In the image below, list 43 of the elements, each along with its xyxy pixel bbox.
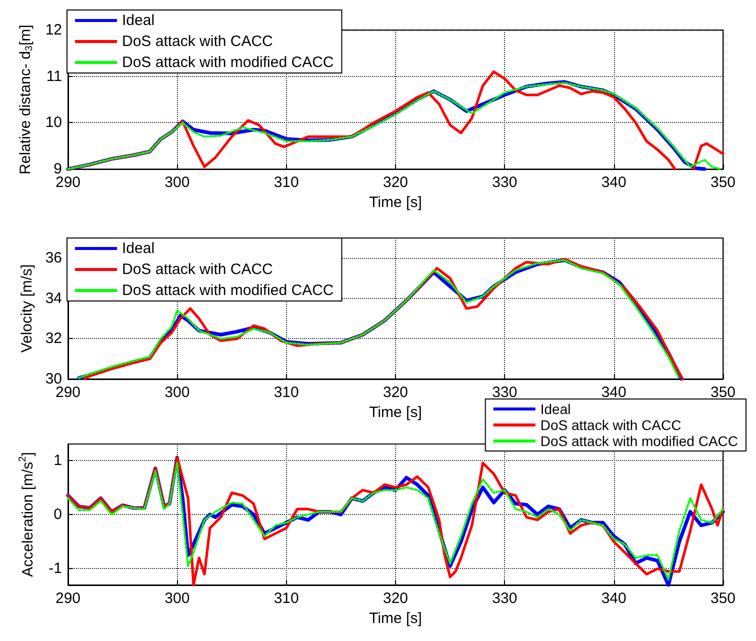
y-tick-label: 36 <box>45 250 62 267</box>
x-tick-label: 350 <box>710 384 736 401</box>
x-tick-label: 290 <box>55 590 81 607</box>
x-tick-label: 340 <box>601 590 626 607</box>
legend-label: Ideal <box>540 401 571 417</box>
legend-label: Ideal <box>122 12 155 29</box>
x-tick-label: 330 <box>492 174 518 192</box>
y-tick-label: 10 <box>45 114 62 132</box>
x-tick-label: 350 <box>710 174 736 192</box>
x-tick-label: 350 <box>710 590 736 607</box>
x-tick-label: 330 <box>492 384 518 401</box>
x-tick-label: 310 <box>274 174 299 192</box>
legend-label: DoS attack with CACC <box>540 417 682 433</box>
y-tick-label: 34 <box>45 290 62 307</box>
legend-label: DoS attack with CACC <box>122 261 274 278</box>
x-tick-label: 310 <box>274 590 299 607</box>
x-axis-title: Time [s] <box>369 610 422 627</box>
y-tick-label: -1 <box>48 560 62 578</box>
x-axis-title: Time [s] <box>369 404 422 421</box>
y-tick-label: 12 <box>45 22 62 38</box>
legend-label: DoS attack with modified CACC <box>122 282 334 299</box>
x-tick-label: 320 <box>382 590 408 607</box>
x-axis-title: Time [s] <box>369 194 422 211</box>
x-tick-label: 320 <box>382 384 408 401</box>
x-tick-label: 300 <box>164 174 190 192</box>
y-tick-label: 11 <box>46 68 62 85</box>
legend-label: DoS attack with modified CACC <box>122 54 334 71</box>
x-tick-label: 340 <box>601 174 626 192</box>
x-tick-label: 300 <box>164 590 190 607</box>
y-tick-label: 32 <box>45 330 62 348</box>
x-tick-label: 330 <box>492 590 518 607</box>
legend-label: DoS attack with CACC <box>122 33 274 50</box>
y-axis-title: Acceleration [m/s2] <box>18 452 36 577</box>
y-tick-label: 1 <box>54 452 62 469</box>
legend-label: Ideal <box>122 240 155 257</box>
y-axis-title: Velocity [m/s] <box>18 264 36 353</box>
x-tick-label: 320 <box>382 174 408 192</box>
y-axis-title: Relative distanc- d3[m] <box>16 24 35 174</box>
x-tick-label: 340 <box>601 384 626 401</box>
legend-label: DoS attack with modified CACC <box>540 433 738 449</box>
x-tick-label: 310 <box>274 384 299 401</box>
x-tick-label: 300 <box>164 384 190 401</box>
y-tick-label: 0 <box>54 506 62 523</box>
